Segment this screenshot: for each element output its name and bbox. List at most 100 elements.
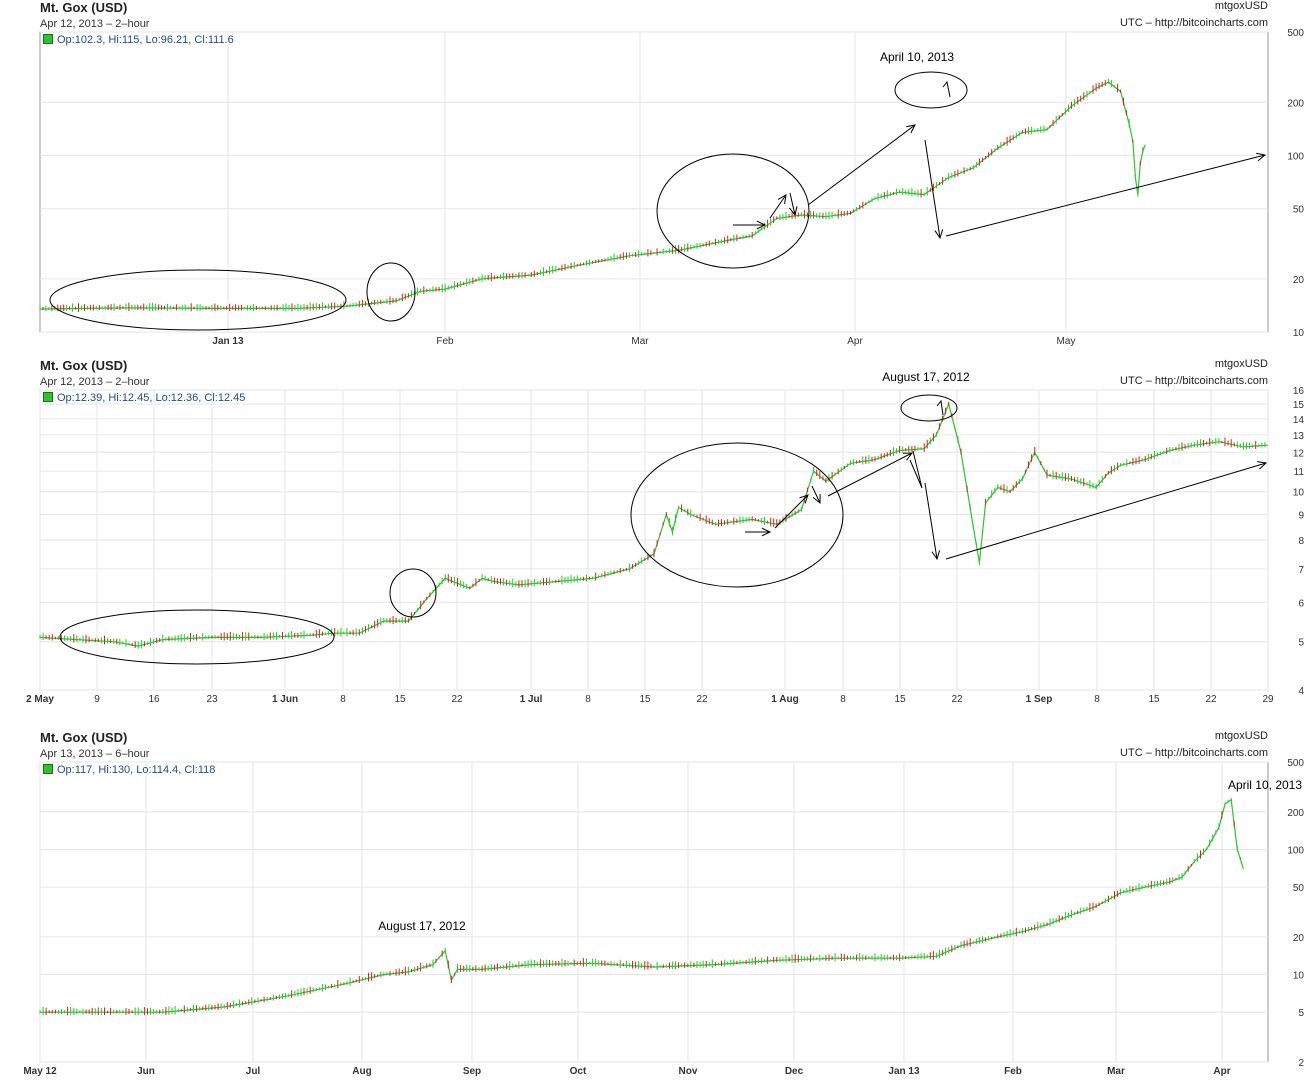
y-tick-label: 6 [1298, 598, 1304, 609]
arrow-head [777, 194, 787, 204]
x-tick-label: 16 [148, 694, 160, 705]
x-tick-label: Mar [1107, 1066, 1125, 1077]
x-tick-label: Apr [847, 336, 863, 347]
arrow-head [902, 452, 914, 461]
x-tick-label: 22 [696, 694, 708, 705]
highlight-ellipse [630, 442, 844, 588]
y-tick-label: 9 [1298, 511, 1304, 522]
arrow-head [906, 124, 916, 134]
arrow-head [931, 550, 941, 561]
chart-subtitle: Apr 12, 2013 – 2–hour [40, 376, 150, 388]
highlight-ellipse [900, 394, 958, 422]
price-chart-3: 500 200 100 50 20 10 5 2 May 12 Jun Jul Aug Sep Oct No… [23, 758, 1304, 1077]
x-tick-label: 22 [951, 694, 963, 705]
arrow-head [1256, 152, 1267, 162]
x-tick-label: 1 Aug [771, 694, 798, 705]
x-tick-label: 1 Sep [1026, 694, 1053, 705]
symbol-label: mtgoxUSD [1214, 0, 1268, 12]
x-tick-label: 22 [1205, 694, 1217, 705]
price-series [39, 401, 1269, 649]
y-tick-label: 20 [1293, 275, 1305, 286]
date-annotation: August 17, 2012 [378, 919, 466, 933]
plot-area [39, 31, 1269, 333]
x-tick-label: Oct [570, 1066, 587, 1077]
x-tick-label: Apr [1213, 1066, 1230, 1077]
price-series [39, 797, 1244, 1016]
legend-swatch [43, 34, 53, 44]
x-tick-label: Jul [246, 1066, 261, 1077]
chart-panel-2: Mt. Gox (USD) Apr 12, 2013 – 2–hour mtgo… [0, 358, 1308, 720]
highlight-ellipse [894, 71, 968, 109]
x-tick-label: 8 [340, 694, 346, 705]
x-tick-label: 15 [1148, 694, 1160, 705]
date-annotation: April 10, 2013 [880, 50, 954, 64]
price-chart-2: 16 15 14 13 12 11 10 9 8 7 6 5 4 2 May 9 16 23 1 Jun 8 15 22… [26, 370, 1305, 705]
ohlc-legend: Op:12.39, Hi:12.45, Lo:12.36, Cl:12.45 [43, 392, 245, 404]
arrow-head [799, 494, 809, 504]
y-tick-label: 500 [1287, 28, 1304, 39]
x-tick-label: 15 [639, 694, 651, 705]
ohlc-values: Op:12.39, Hi:12.45, Lo:12.36, Cl:12.45 [57, 392, 246, 404]
symbol-label: mtgoxUSD [1214, 358, 1268, 370]
ohlc-legend: Op:102.3, Hi:115, Lo:96.21, Cl:111.6 [43, 34, 234, 46]
x-tick-label: 15 [894, 694, 906, 705]
date-annotation: August 17, 2012 [882, 370, 970, 384]
x-tick-label: Nov [679, 1066, 698, 1077]
x-tick-label: 1 Jul [520, 694, 543, 705]
ohlc-values: Op:102.3, Hi:115, Lo:96.21, Cl:111.6 [57, 34, 234, 46]
x-tick-label: 29 [1262, 694, 1274, 705]
hand-mark [936, 399, 944, 416]
y-tick-label: 7 [1298, 565, 1304, 576]
y-tick-label: 200 [1287, 98, 1304, 109]
arrow-line [945, 154, 1266, 237]
y-tick-label: 16 [1293, 386, 1305, 397]
y-tick-label: 100 [1287, 845, 1304, 856]
arrow-line [811, 485, 821, 504]
hand-mark [942, 80, 951, 98]
x-tick-label: Jan 13 [888, 1066, 920, 1077]
x-tick-label: Sep [463, 1066, 481, 1077]
x-tick-label: Feb [436, 336, 454, 347]
legend-swatch [43, 764, 53, 774]
source-label: UTC – http://bitcoincharts.com [1120, 17, 1268, 29]
x-tick-label: Jun [137, 1066, 155, 1077]
x-tick-label: 9 [94, 694, 100, 705]
x-tick-label: Jan 13 [212, 336, 244, 347]
chart-subtitle: Apr 13, 2013 – 6–hour [40, 748, 150, 760]
x-tick-label: 22 [451, 694, 463, 705]
y-tick-label: 2 [1298, 1058, 1304, 1069]
x-tick-label: Feb [1004, 1066, 1022, 1077]
price-series [39, 78, 1146, 312]
highlight-ellipse [59, 609, 335, 665]
y-tick-label: 200 [1287, 808, 1304, 819]
y-tick-label: 14 [1293, 415, 1305, 426]
x-tick-label: 2 May [26, 694, 54, 705]
source-label: UTC – http://bitcoincharts.com [1120, 747, 1268, 759]
y-tick-label: 10 [1293, 488, 1305, 499]
source-label: UTC – http://bitcoincharts.com [1120, 375, 1268, 387]
chart-panel-3: Mt. Gox (USD) Apr 13, 2013 – 6–hour mtgo… [0, 730, 1308, 1087]
ohlc-legend: Op:117, Hi:130, Lo:114.4, Cl:118 [43, 764, 215, 776]
x-tick-label: Dec [785, 1066, 804, 1077]
y-tick-label: 5 [1298, 1008, 1304, 1019]
y-tick-label: 100 [1287, 151, 1304, 162]
arrow-line [924, 482, 938, 560]
chart-subtitle: Apr 12, 2013 – 2–hour [40, 18, 150, 30]
x-tick-label: May 12 [23, 1066, 57, 1077]
chart-title: Mt. Gox (USD) [40, 358, 128, 373]
y-tick-label: 8 [1298, 536, 1304, 547]
arrow-line [769, 194, 787, 219]
chart-title: Mt. Gox (USD) [40, 0, 128, 15]
x-tick-label: Aug [352, 1066, 371, 1077]
arrow-head [761, 527, 772, 537]
x-tick-label: 8 [840, 694, 846, 705]
highlight-ellipse [389, 568, 437, 618]
highlight-ellipse [366, 262, 416, 322]
x-tick-label: Mar [631, 336, 649, 347]
y-tick-label: 500 [1287, 758, 1304, 769]
arrow-line [789, 192, 796, 216]
arrow-line [807, 124, 916, 206]
x-tick-label: 1 Jun [272, 694, 298, 705]
x-tick-label: 8 [1094, 694, 1100, 705]
arrow-head [1257, 461, 1268, 470]
